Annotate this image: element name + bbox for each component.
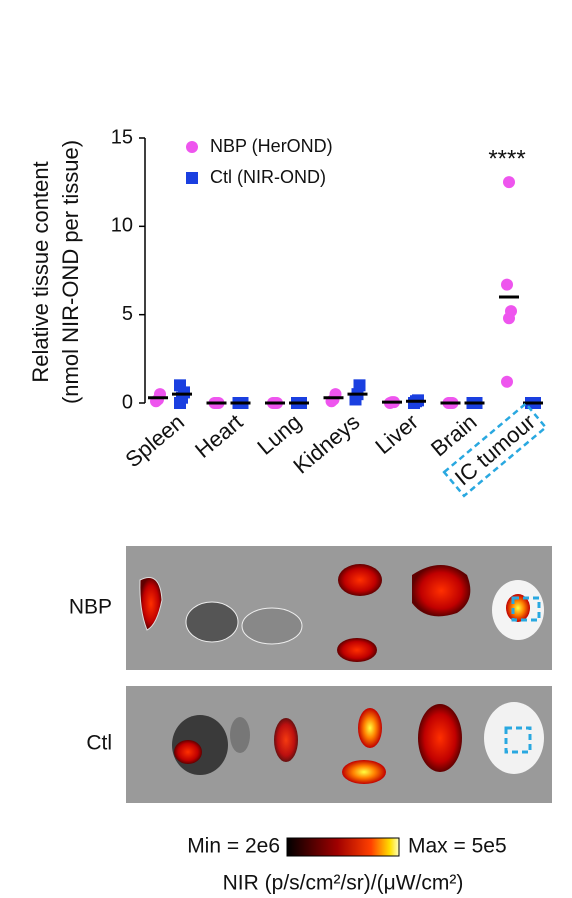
y-tick-label: 5 bbox=[122, 303, 133, 325]
row-label: NBP bbox=[69, 596, 112, 619]
highlight-box bbox=[442, 401, 548, 498]
annotation: **** bbox=[488, 145, 525, 172]
legend-label: NBP (HerOND) bbox=[210, 136, 333, 156]
x-tick-label: Liver bbox=[370, 409, 423, 459]
image-ctl bbox=[126, 686, 552, 803]
image-nbp bbox=[126, 546, 552, 670]
colorbar bbox=[286, 837, 400, 857]
colorbar-unit: NIR (p/s/cm²/sr)/(μW/cm²) bbox=[223, 872, 464, 895]
y-tick-label: 15 bbox=[111, 126, 133, 148]
x-tick-label: Kidneys bbox=[288, 409, 364, 478]
data-point bbox=[501, 278, 513, 291]
x-tick-group: Spleen bbox=[120, 409, 189, 472]
data-point bbox=[505, 305, 517, 318]
x-tick-group: Kidneys bbox=[288, 409, 364, 478]
y-tick-label: 0 bbox=[122, 391, 133, 413]
colorbar-max: Max = 5e5 bbox=[408, 835, 507, 858]
y-axis-label: (nmol NIR-OND per tissue) bbox=[58, 140, 83, 404]
data-point bbox=[353, 379, 366, 392]
x-tick-group: Liver bbox=[370, 409, 423, 459]
data-point bbox=[174, 379, 186, 392]
y-axis-label: Relative tissue content bbox=[28, 161, 53, 382]
x-tick-label: Spleen bbox=[120, 409, 189, 472]
x-tick-label: Heart bbox=[190, 409, 247, 463]
x-tick-group: Heart bbox=[190, 409, 247, 463]
legend-marker bbox=[186, 172, 198, 184]
colorbar-min: Min = 2e6 bbox=[187, 835, 280, 858]
data-point bbox=[501, 375, 513, 388]
y-tick-label: 10 bbox=[111, 215, 133, 237]
legend-label: Ctl (NIR-OND) bbox=[210, 167, 326, 187]
row-label: Ctl bbox=[86, 732, 112, 755]
data-point bbox=[503, 176, 515, 189]
legend-marker bbox=[186, 141, 198, 153]
